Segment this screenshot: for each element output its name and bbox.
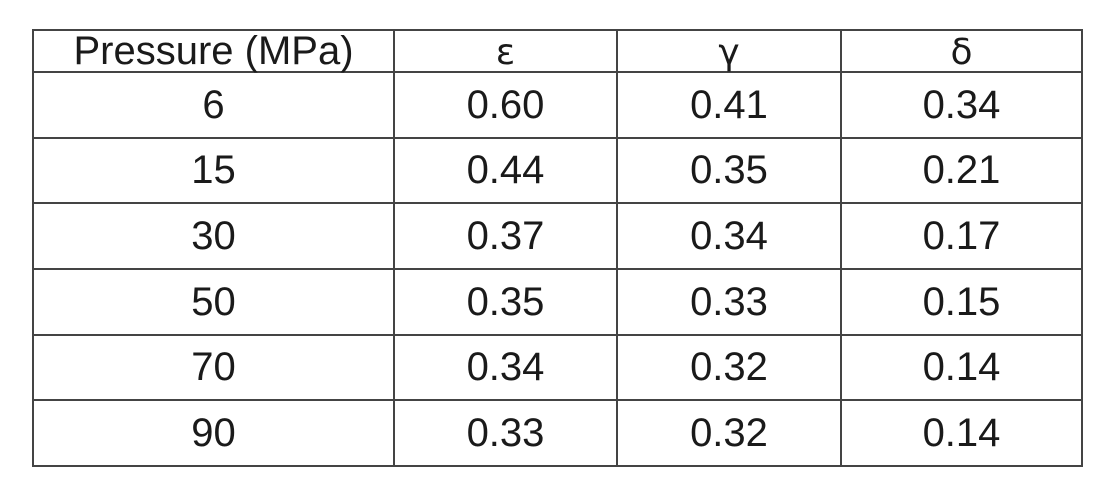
cell-gamma: 0.33 [616,267,842,336]
cell-delta: 0.15 [840,267,1083,336]
cell-pressure: 6 [32,71,395,139]
header-epsilon-label: ε [495,32,516,73]
cell-epsilon: 0.37 [393,202,618,270]
table-row: 30 0.37 0.34 0.17 [32,202,1083,270]
cell-gamma: 0.34 [616,202,842,270]
table-row: 6 0.60 0.41 0.34 [32,71,1083,139]
cell-delta: 0.17 [840,202,1083,270]
pressure-coefficient-table: Pressure (MPa) ε γ δ 6 0.60 0.41 0.34 15… [32,29,1083,467]
header-pressure: Pressure (MPa) [32,29,395,73]
cell-pressure: 50 [32,267,395,336]
table-row: 90 0.33 0.32 0.14 [32,399,1083,467]
cell-delta: 0.14 [840,399,1083,467]
cell-delta: 0.34 [840,71,1083,139]
cell-epsilon: 0.34 [393,333,618,402]
cell-pressure: 70 [32,333,395,402]
cell-gamma: 0.35 [616,136,842,205]
table-row: 15 0.44 0.35 0.21 [32,136,1083,205]
cell-gamma: 0.32 [616,399,842,467]
header-epsilon: ε [393,29,618,73]
cell-gamma: 0.41 [616,71,842,139]
cell-epsilon: 0.33 [393,399,618,467]
header-delta-label: δ [950,32,973,73]
header-delta: δ [840,29,1083,73]
cell-epsilon: 0.35 [393,267,618,336]
cell-delta: 0.21 [840,136,1083,205]
cell-gamma: 0.32 [616,333,842,402]
cell-delta: 0.14 [840,333,1083,402]
cell-epsilon: 0.44 [393,136,618,205]
data-table-container: Pressure (MPa) ε γ δ 6 0.60 0.41 0.34 15… [32,29,1083,467]
table-row: 70 0.34 0.32 0.14 [32,333,1083,402]
table-row: 50 0.35 0.33 0.15 [32,267,1083,336]
cell-epsilon: 0.60 [393,71,618,139]
header-row: Pressure (MPa) ε γ δ [32,29,1083,73]
cell-pressure: 15 [32,136,395,205]
header-gamma-label: γ [718,32,740,73]
cell-pressure: 30 [32,202,395,270]
cell-pressure: 90 [32,399,395,467]
header-gamma: γ [616,29,842,73]
